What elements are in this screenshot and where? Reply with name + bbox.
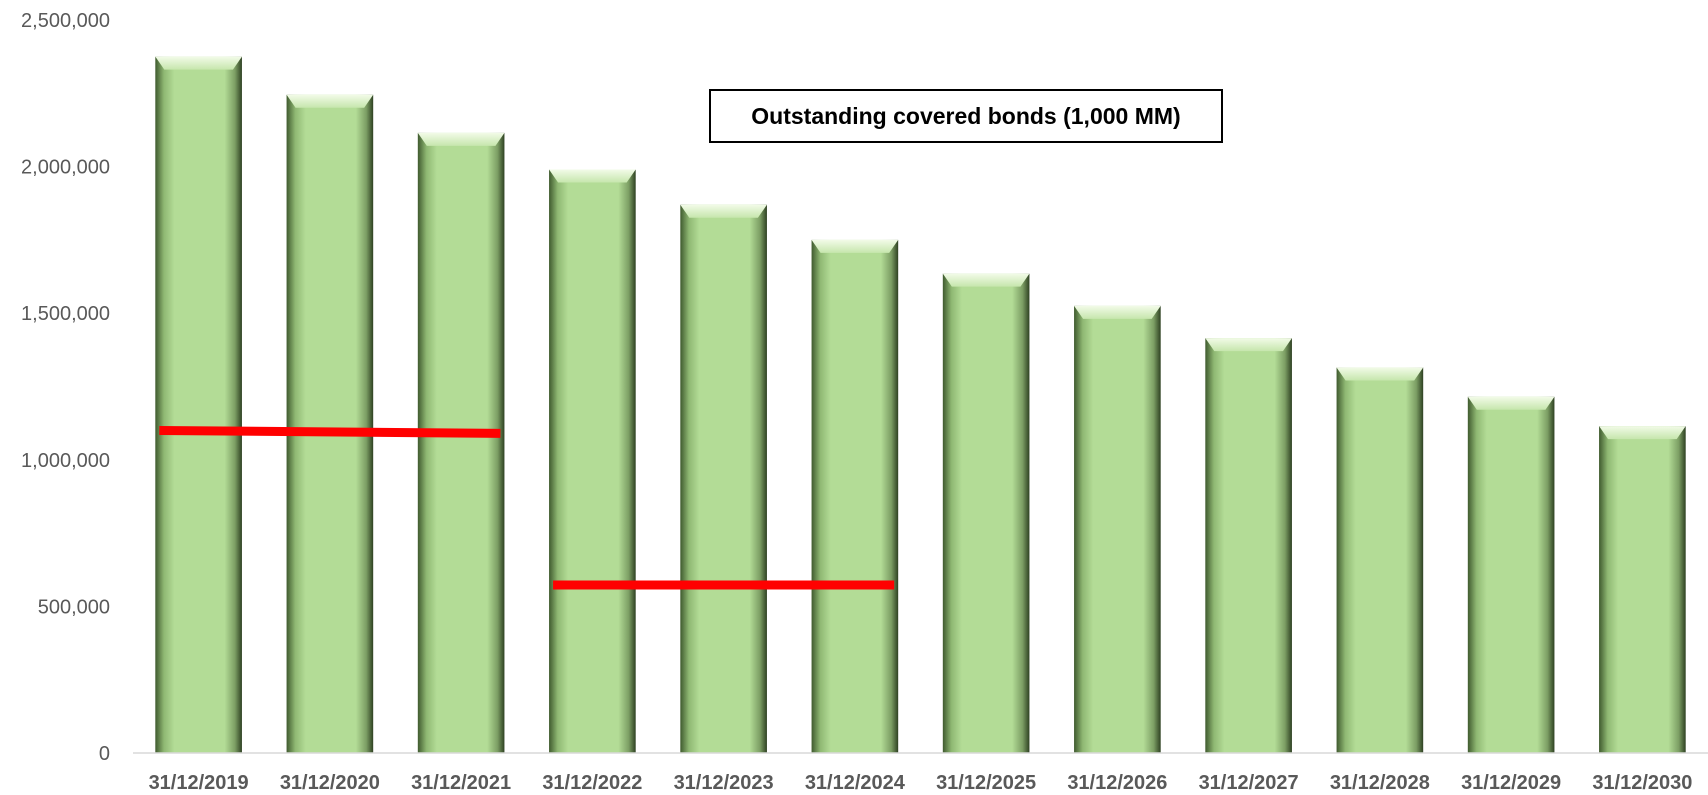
bar-bevel bbox=[942, 273, 1030, 287]
bar-body bbox=[811, 239, 899, 753]
bar-31/12/2026 bbox=[1074, 305, 1161, 753]
y-tick-label: 2,500,000 bbox=[21, 10, 110, 32]
y-tick-label: 500,000 bbox=[38, 596, 110, 618]
bar-31/12/2021 bbox=[417, 132, 505, 753]
x-tick-label: 31/12/2029 bbox=[1461, 772, 1561, 794]
bar-body bbox=[680, 204, 767, 753]
y-tick-label: 2,000,000 bbox=[21, 157, 110, 179]
bar-31/12/2023 bbox=[680, 204, 767, 753]
bar-bevel bbox=[1336, 367, 1424, 381]
bar-body bbox=[1336, 367, 1424, 753]
x-tick-label: 31/12/2030 bbox=[1592, 772, 1692, 794]
bar-bevel bbox=[549, 169, 636, 183]
bar-bevel bbox=[1599, 426, 1686, 440]
bar-body bbox=[1467, 396, 1555, 753]
bar-bevel bbox=[1467, 396, 1555, 410]
reference-line-1 bbox=[159, 425, 501, 438]
y-tick-label: 1,000,000 bbox=[21, 450, 110, 472]
bar-body bbox=[1205, 338, 1292, 753]
bar-body bbox=[1074, 305, 1161, 753]
x-tick-label: 31/12/2022 bbox=[542, 772, 642, 794]
bar-31/12/2029 bbox=[1467, 396, 1555, 753]
x-tick-label: 31/12/2023 bbox=[674, 772, 774, 794]
bar-body bbox=[942, 273, 1030, 753]
bar-bevel bbox=[1205, 338, 1292, 352]
bar-31/12/2030 bbox=[1599, 426, 1686, 753]
bar-31/12/2019 bbox=[155, 56, 242, 753]
y-axis: 0 500,000 1,000,000 1,500,000 2,000,000 2,500… bbox=[21, 10, 110, 765]
x-tick-label: 31/12/2027 bbox=[1199, 772, 1299, 794]
x-tick-label: 31/12/2028 bbox=[1330, 772, 1430, 794]
bar-bevel bbox=[155, 56, 242, 70]
bar-body bbox=[286, 94, 374, 754]
bar-bevel bbox=[417, 132, 505, 146]
x-tick-label: 31/12/2025 bbox=[936, 772, 1036, 794]
bar-31/12/2022 bbox=[549, 169, 636, 754]
bar-31/12/2028 bbox=[1336, 367, 1424, 753]
x-tick-label: 31/12/2021 bbox=[411, 772, 511, 794]
bar-bevel bbox=[286, 94, 374, 108]
bar-bevel bbox=[680, 204, 767, 218]
bar-bevel bbox=[811, 239, 899, 253]
bar-body bbox=[417, 132, 505, 753]
x-tick-label: 31/12/2019 bbox=[149, 772, 249, 794]
y-tick-label: 1,500,000 bbox=[21, 303, 110, 325]
x-axis: 31/12/2019 31/12/2020 31/12/2021 31/12/2022… bbox=[149, 772, 1693, 794]
bar-body bbox=[1599, 426, 1686, 753]
bar-body bbox=[155, 56, 242, 753]
y-tick-label: 0 bbox=[99, 743, 110, 765]
x-tick-label: 31/12/2020 bbox=[280, 772, 380, 794]
bar-series bbox=[155, 56, 1686, 754]
reference-lines bbox=[159, 425, 895, 590]
bar-31/12/2020 bbox=[286, 94, 374, 754]
x-tick-label: 31/12/2024 bbox=[805, 772, 906, 794]
legend-entry-label: Outstanding covered bonds (1,000 MM) bbox=[751, 102, 1181, 129]
x-tick-label: 31/12/2026 bbox=[1067, 772, 1167, 794]
bar-body bbox=[549, 169, 636, 754]
bar-31/12/2024 bbox=[811, 239, 899, 753]
bar-31/12/2025 bbox=[942, 273, 1030, 753]
bar-bevel bbox=[1074, 305, 1161, 319]
legend: Outstanding covered bonds (1,000 MM) bbox=[709, 89, 1223, 143]
bar-31/12/2027 bbox=[1205, 338, 1292, 753]
